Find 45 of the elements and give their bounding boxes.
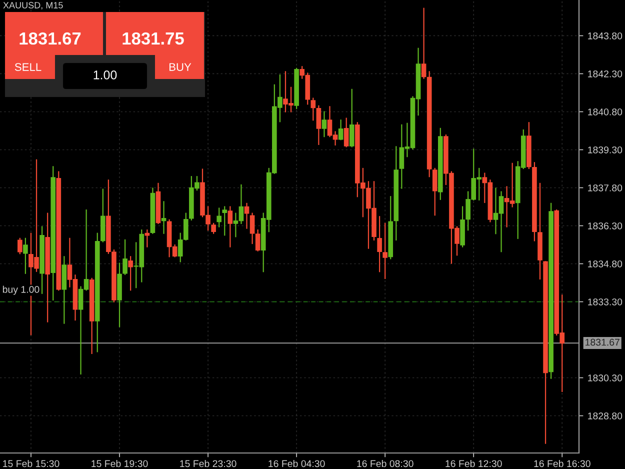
- chart-title: XAUUSD, M15: [3, 2, 63, 10]
- y-tick-label: 1842.30: [588, 70, 622, 78]
- candlestick: [228, 206, 233, 248]
- y-tick-label: 1839.30: [588, 146, 622, 154]
- x-tick-label: 16 Feb 12:30: [446, 460, 502, 468]
- annotation: BUY: [169, 63, 192, 71]
- y-tick-label: 1837.80: [588, 184, 622, 192]
- annotation: 1831.75: [122, 32, 184, 45]
- candlestick: [310, 98, 316, 121]
- candlestick: [216, 208, 222, 228]
- candlestick: [316, 105, 322, 145]
- candlestick: [349, 88, 354, 148]
- candlestick: [322, 111, 327, 138]
- x-tick-label: 16 Feb 04:30: [268, 460, 325, 468]
- candlestick: [222, 206, 228, 236]
- candlestick: [432, 168, 438, 216]
- candlestick: [344, 118, 349, 148]
- annotation: SELL: [14, 63, 42, 71]
- candlestick: [144, 229, 150, 248]
- candlestick: [377, 216, 382, 272]
- y-tick-label: 1843.80: [588, 32, 622, 40]
- annotation: 1831.67: [20, 32, 81, 45]
- y-tick-label: 1828.80: [588, 412, 622, 420]
- x-tick-label: 15 Feb 23:30: [180, 460, 236, 468]
- candlestick: [23, 238, 28, 274]
- candlestick: [211, 222, 216, 234]
- y-tick-label: 1830.30: [588, 374, 622, 382]
- y-tick-label: 1834.80: [588, 260, 622, 268]
- annotation: 1.00: [94, 70, 117, 80]
- candlestick: [161, 201, 166, 234]
- candlestick: [338, 120, 344, 140]
- candlestick: [421, 8, 426, 79]
- y-tick-label: 1833.30: [588, 298, 622, 306]
- candlestick: [18, 238, 22, 254]
- ref-line-label: 1831.67: [586, 338, 620, 346]
- y-tick-label: 1840.80: [588, 108, 622, 116]
- x-tick-label: 16 Feb 16:30: [534, 460, 590, 468]
- ref-line-label: buy 1.00: [2, 286, 40, 295]
- x-tick-label: 15 Feb 15:30: [3, 460, 60, 468]
- y-tick-label: 1836.30: [588, 222, 622, 230]
- candlestick: [128, 256, 133, 291]
- candlestick: [382, 222, 388, 279]
- x-tick-label: 15 Feb 19:30: [92, 460, 148, 468]
- candlestick: [244, 202, 250, 229]
- x-tick-label: 16 Feb 08:30: [357, 460, 414, 468]
